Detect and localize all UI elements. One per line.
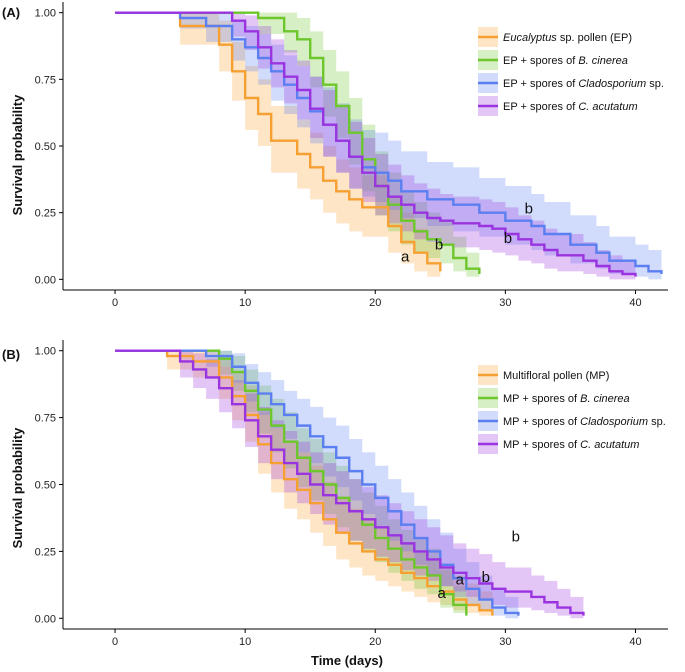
- y-tick-label: 0.25: [35, 546, 56, 558]
- y-tick-label: 0.50: [35, 141, 56, 153]
- legend-label: EP + spores of Cladosporium sp.: [503, 78, 664, 90]
- legend-label: MP + spores of B. cinerea: [503, 393, 630, 405]
- ci-band-b-1: [115, 350, 493, 619]
- x-tick-label: 20: [369, 297, 381, 309]
- x-tick-label: 10: [239, 636, 251, 648]
- y-tick-label: 0.75: [35, 74, 56, 86]
- y-tick-label: 0.25: [35, 208, 56, 220]
- significance-letter: b: [512, 529, 520, 546]
- survival-curve-a-4: [115, 11, 637, 277]
- y-tick-label: 1.00: [35, 8, 56, 20]
- significance-letter: a: [456, 572, 465, 589]
- x-tick-label: 20: [369, 636, 381, 648]
- y-tick-label: 0.75: [35, 413, 56, 425]
- significance-letter: b: [504, 230, 512, 247]
- x-tick-label: 40: [629, 636, 641, 648]
- significance-letter: a: [401, 249, 410, 266]
- panel-a: (A) Survival probability 0.00 0.25 0.50 0.7…: [2, 2, 668, 309]
- survival-curve-b-4: [115, 349, 585, 616]
- significance-letter: b: [525, 201, 533, 218]
- x-tick-label: 0: [112, 636, 118, 648]
- y-tick-label: 0.00: [35, 613, 56, 625]
- legend-label: EP + spores of C. acutatum: [503, 101, 638, 113]
- y-tick-label: 0.00: [35, 274, 56, 286]
- panel-b-label: (B): [2, 347, 20, 362]
- survival-curve-b-3: [115, 349, 520, 616]
- ci-band-a-1: [115, 12, 441, 280]
- significance-letter: a: [437, 585, 446, 602]
- x-tick-label: 0: [112, 297, 118, 309]
- panel-b: (B) Survival probability Time (days) 0.0…: [2, 340, 668, 668]
- y-tick-label: 0.50: [35, 480, 56, 492]
- legend-label: MP + spores of C. acutatum: [503, 439, 639, 451]
- panel-b-ylabel: Survival probability: [10, 427, 25, 548]
- significance-letter: b: [435, 237, 443, 254]
- ci-band-b-4: [115, 350, 584, 619]
- survival-curve-a-2: [115, 11, 481, 274]
- x-axis-label: Time (days): [311, 653, 383, 668]
- y-tick-label: 1.00: [35, 346, 56, 358]
- ci-band-b-2: [115, 350, 467, 619]
- significance-letter: b: [482, 569, 490, 586]
- panel-a-label: (A): [2, 5, 20, 20]
- legend-label: Eucalyptus sp. pollen (EP): [503, 32, 632, 44]
- x-tick-label: 30: [499, 297, 511, 309]
- x-tick-label: 30: [499, 636, 511, 648]
- ci-band-a-4: [115, 12, 636, 280]
- x-tick-label: 40: [629, 297, 641, 309]
- survival-curve-a-1: [115, 11, 442, 272]
- panel-a-ylabel: Survival probability: [10, 94, 25, 215]
- x-tick-label: 10: [239, 297, 251, 309]
- ci-band-a-3: [115, 12, 662, 280]
- legend-label: MP + spores of Cladosporium sp.: [503, 416, 666, 428]
- legend-label: Multifloral pollen (MP): [503, 370, 609, 382]
- legend-label: EP + spores of B. cinerea: [503, 55, 628, 67]
